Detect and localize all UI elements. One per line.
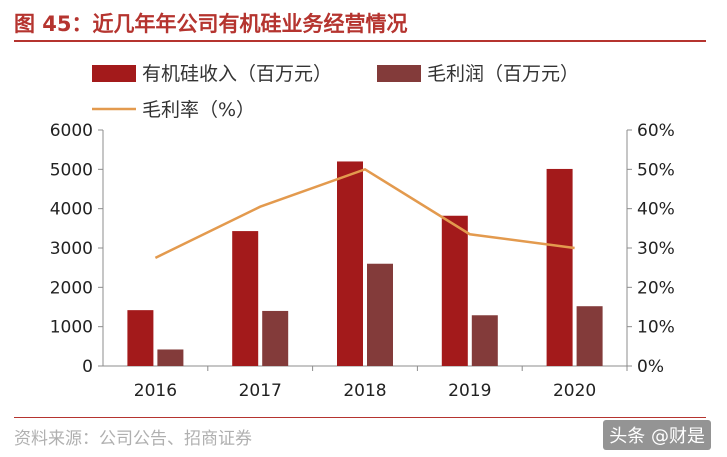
right-tick-label: 60% bbox=[637, 121, 675, 141]
right-tick-label: 10% bbox=[637, 318, 675, 338]
right-tick-label: 50% bbox=[637, 160, 675, 180]
left-tick-label: 4000 bbox=[50, 200, 93, 220]
profit-bar bbox=[367, 263, 393, 366]
legend-label-margin: 毛利率（%） bbox=[142, 99, 255, 121]
right-tick-label: 0% bbox=[637, 357, 664, 377]
revenue-bar bbox=[441, 215, 468, 366]
right-tick-label: 40% bbox=[637, 200, 675, 220]
profit-bar bbox=[471, 315, 498, 366]
x-tick-label: 2020 bbox=[553, 381, 596, 401]
x-tick-label: 2018 bbox=[343, 381, 386, 401]
margin-line bbox=[154, 167, 575, 259]
x-tick-label: 2016 bbox=[134, 381, 177, 401]
legend-label-profit: 毛利润（百万元） bbox=[427, 63, 579, 85]
right-tick-label: 20% bbox=[637, 278, 675, 298]
left-tick-label: 0 bbox=[82, 357, 93, 377]
revenue-bar bbox=[232, 231, 259, 366]
x-tick-label: 2017 bbox=[239, 381, 282, 401]
x-tick-label: 2019 bbox=[448, 381, 491, 401]
left-tick-label: 3000 bbox=[50, 239, 93, 259]
revenue-bar bbox=[337, 161, 363, 366]
legend-swatch-profit bbox=[377, 65, 421, 82]
right-tick-label: 30% bbox=[637, 239, 675, 259]
source-note: 资料来源：公司公告、招商证券 bbox=[14, 429, 252, 449]
revenue-bar bbox=[127, 310, 154, 366]
left-tick-label: 5000 bbox=[50, 160, 93, 180]
revenue-bar bbox=[546, 168, 573, 366]
title-bar: 图 45：近几年年公司有机硅业务经营情况 bbox=[14, 6, 706, 42]
left-tick-label: 1000 bbox=[50, 318, 93, 338]
legend-swatch-revenue bbox=[92, 65, 136, 82]
profit-bar bbox=[576, 306, 603, 366]
figure-title: 图 45：近几年年公司有机硅业务经营情况 bbox=[14, 12, 408, 36]
left-tick-label: 2000 bbox=[50, 278, 93, 298]
profit-bar bbox=[262, 310, 289, 366]
legend-label-revenue: 有机硅收入（百万元） bbox=[142, 63, 332, 85]
source-divider bbox=[14, 417, 706, 418]
profit-bar bbox=[157, 349, 184, 366]
left-tick-label: 6000 bbox=[50, 121, 93, 141]
watermark: 头条 @财是 bbox=[603, 420, 711, 450]
